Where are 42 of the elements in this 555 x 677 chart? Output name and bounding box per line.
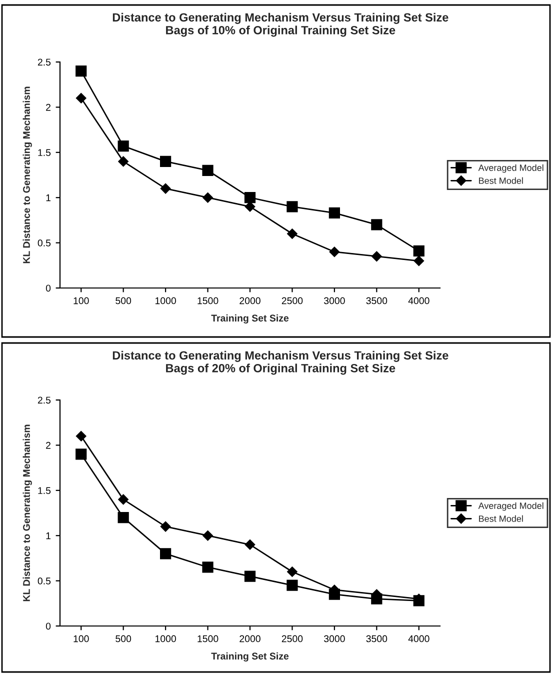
legend-label: Averaged Model [478, 164, 544, 173]
x-tick-label: 2500 [282, 635, 303, 642]
legend-label: Best Model [479, 177, 523, 184]
x-tick-label: 1500 [198, 635, 218, 642]
x-tick-label: 3000 [324, 635, 345, 642]
x-tick-label: 1000 [155, 635, 176, 642]
x-tick-label: 3000 [324, 297, 345, 304]
y-tick-label: 1.5 [38, 149, 51, 156]
chart-title: Distance to Generating Mechanism Versus Training Set Size [112, 350, 448, 362]
legend-label: Best Model [479, 515, 523, 522]
chart-subtitle: Bags of 10% of Original Training Set Size [166, 26, 396, 37]
x-tick-label: 4000 [408, 297, 430, 304]
x-tick-label: 500 [116, 297, 132, 304]
x-axis-title: Training Set Size [211, 652, 289, 662]
y-tick-label: 0.5 [38, 578, 51, 584]
x-axis-title: Training Set Size [211, 314, 289, 324]
x-tick-label: 4000 [408, 635, 430, 642]
y-axis-title: KL Distance to Generating Mechanism [22, 424, 32, 602]
chart-subtitle: Bags of 20% of Original Training Set Size [166, 364, 396, 375]
chart-title: Distance to Generating Mechanism Versus Training Set Size [112, 12, 448, 24]
y-tick-label: 0 [46, 284, 51, 292]
x-tick-label: 2000 [240, 635, 260, 642]
y-tick-label: 2 [46, 104, 50, 111]
legend-label: Averaged Model [478, 502, 544, 511]
x-tick-label: 500 [116, 635, 132, 642]
y-tick-label: 1 [46, 532, 50, 540]
x-tick-label: 3500 [366, 297, 388, 304]
y-tick-label: 2 [46, 442, 50, 449]
y-tick-label: 0.5 [38, 240, 51, 246]
x-tick-label: 1000 [155, 297, 176, 304]
x-tick-label: 2500 [282, 297, 303, 304]
y-tick-label: 2.5 [38, 58, 51, 66]
x-tick-label: 100 [74, 297, 89, 304]
y-tick-label: 1.5 [38, 487, 51, 494]
x-tick-label: 3500 [366, 635, 388, 642]
x-tick-label: 2000 [240, 297, 260, 304]
x-tick-label: 100 [74, 635, 89, 642]
y-tick-label: 1 [46, 194, 50, 202]
y-axis-title: KL Distance to Generating Mechanism [22, 86, 32, 264]
y-tick-label: 0 [46, 622, 51, 630]
y-tick-label: 2.5 [38, 396, 51, 404]
x-tick-label: 1500 [198, 297, 218, 304]
